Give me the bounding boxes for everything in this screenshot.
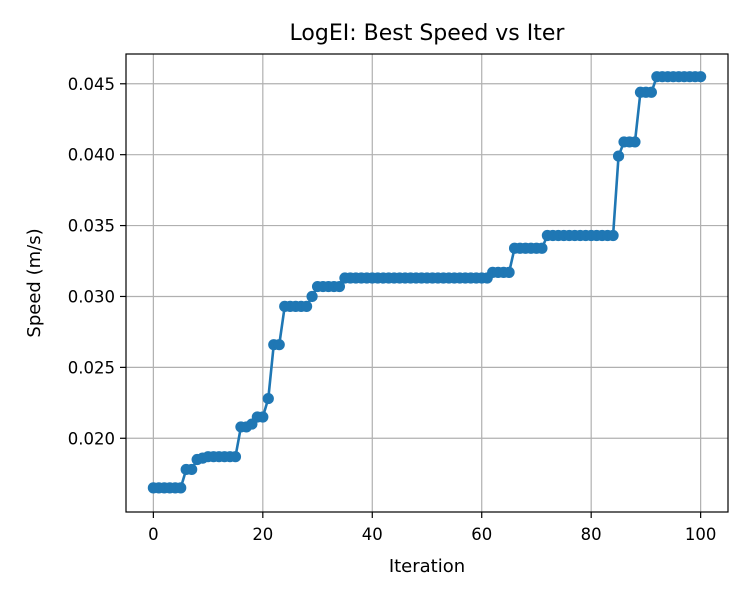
data-point xyxy=(503,266,515,278)
ticks: 0 20 40 60 80 100 0.020 0.025 0.030 0.035 0.040 0.0… xyxy=(68,75,717,544)
data-point xyxy=(629,136,641,148)
data-point xyxy=(301,300,313,312)
data-point xyxy=(645,86,657,98)
data-point xyxy=(536,242,548,254)
y-tick-label: 0.030 xyxy=(68,287,115,306)
x-tick-label: 20 xyxy=(252,525,273,544)
data-point xyxy=(612,150,625,162)
data-point xyxy=(262,392,274,405)
data-point xyxy=(273,339,285,351)
data-point xyxy=(333,280,346,293)
data-point xyxy=(186,463,198,476)
x-tick-label: 0 xyxy=(148,525,159,544)
y-tick-label: 0.020 xyxy=(68,429,115,448)
y-tick-label: 0.045 xyxy=(68,75,115,94)
y-tick-label: 0.040 xyxy=(68,146,115,165)
x-tick-label: 100 xyxy=(685,525,717,544)
data-point xyxy=(257,411,269,423)
data-point xyxy=(175,482,187,494)
series-layer xyxy=(147,71,707,494)
y-axis-label: Speed (m/s) xyxy=(24,228,45,337)
data-point xyxy=(607,229,619,242)
chart-title: LogEI: Best Speed vs Iter xyxy=(290,21,566,46)
x-tick-label: 80 xyxy=(581,525,602,544)
y-tick-label: 0.025 xyxy=(68,358,115,377)
data-point xyxy=(695,71,707,83)
grid xyxy=(126,54,728,512)
y-tick-label: 0.035 xyxy=(68,217,115,236)
x-tick-label: 60 xyxy=(471,525,492,544)
data-point xyxy=(306,290,318,303)
plot-frame xyxy=(125,53,729,513)
x-axis-label: Iteration xyxy=(389,556,465,577)
x-tick-label: 40 xyxy=(362,525,383,544)
data-point xyxy=(229,451,242,463)
